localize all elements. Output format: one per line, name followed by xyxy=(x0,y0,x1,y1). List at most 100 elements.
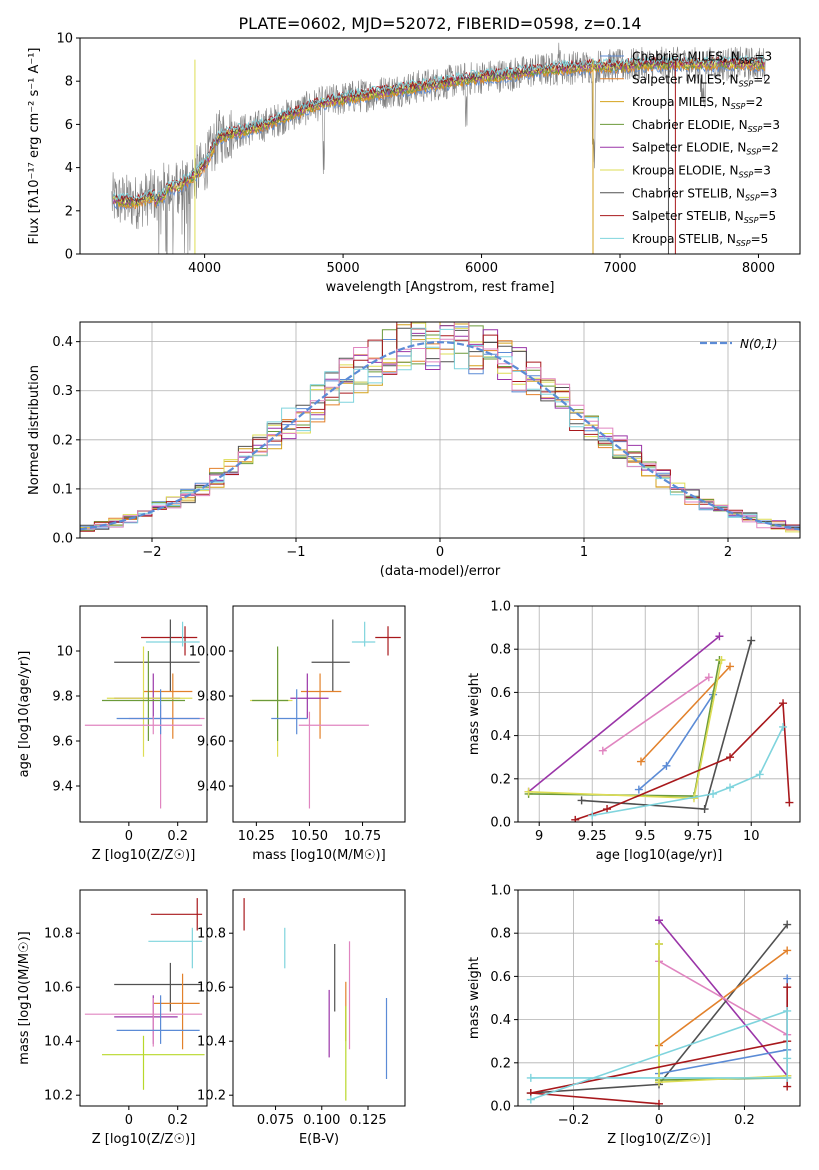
x-tick-label: 0 xyxy=(125,829,133,844)
y-tick-label: 10.4 xyxy=(44,1035,73,1050)
y-tick-label: 0.2 xyxy=(52,433,73,448)
weight-marker xyxy=(747,636,756,645)
legend-item: Kroupa STELIB, NSSP=5 xyxy=(600,232,768,248)
y-tick-label: 9.6 xyxy=(52,735,73,750)
weight-marker xyxy=(726,753,735,762)
weight-marker xyxy=(571,815,580,822)
weight-marker xyxy=(603,805,612,814)
x-tick-label: 10.75 xyxy=(344,829,381,844)
x-tick-label: 0.2 xyxy=(167,1113,188,1128)
y-tick-label: 0.8 xyxy=(490,643,511,658)
plot-area xyxy=(249,619,401,809)
x-tick-label: −1 xyxy=(286,545,305,560)
errorbar-point xyxy=(114,962,203,1012)
weight-marker xyxy=(779,699,788,708)
weight-marker xyxy=(783,983,792,992)
y-tick-label: 1.0 xyxy=(490,600,511,615)
x-tick-label: 0.100 xyxy=(303,1113,340,1128)
axes-frame xyxy=(79,605,208,823)
x-tick-label: 0.075 xyxy=(257,1113,294,1128)
y-tick-label: 9.60 xyxy=(197,735,226,750)
errorbar-point xyxy=(375,626,401,656)
errorbar-point xyxy=(106,646,193,757)
panel-mass_vs_ebv: 0.075 0.100 0.125 10.2 10.4 10.6 10.8 E(B-V) xyxy=(197,889,406,1147)
x-tick-label: 5000 xyxy=(327,261,360,276)
x-tick-label: 9.25 xyxy=(578,829,607,844)
panel-mass_weight_vs_Z: −0.2 0 0.2 0.0 0.2 0.4 0.6 0.8 1.0 Z [log10(Z/Z☉)… xyxy=(467,884,801,1147)
x-axis-label: age [log10(age/yr)] xyxy=(596,848,723,863)
weight-marker xyxy=(783,1073,792,1082)
weight-marker xyxy=(634,785,643,794)
weight-marker xyxy=(524,787,533,796)
x-tick-label: 10.50 xyxy=(291,829,328,844)
x-tick-label: 10 xyxy=(743,829,760,844)
y-tick-label: 4 xyxy=(65,161,73,176)
legend-item: Chabrier MILES, NSSP=3 xyxy=(600,50,772,66)
model-spectrum-line xyxy=(112,57,765,205)
y-tick-label: 0.4 xyxy=(490,1013,511,1028)
y-tick-label: 10.00 xyxy=(189,645,226,660)
weight-marker xyxy=(717,656,726,664)
axes-frame xyxy=(232,605,406,823)
weight-marker xyxy=(655,916,663,925)
plot-area xyxy=(84,619,205,809)
y-tick-label: 10.6 xyxy=(197,981,226,996)
y-tick-label: 9.40 xyxy=(197,780,226,795)
weight-marker xyxy=(783,1054,792,1063)
errorbar-point xyxy=(143,673,193,739)
weight-marker xyxy=(755,770,764,779)
axes-frame xyxy=(79,37,801,255)
x-tick-label: 0 xyxy=(436,545,444,560)
x-tick-label: 0 xyxy=(125,1113,133,1128)
y-tick-label: 0.6 xyxy=(490,686,511,701)
x-axis-label: E(B-V) xyxy=(299,1132,339,1147)
panel-age_vs_Z: 0 0.2 9.4 9.6 9.8 10 Z [log10(Z/Z☉)] age [log10… xyxy=(17,605,208,863)
plot-area xyxy=(526,916,792,1106)
y-axis-label: Normed distribution xyxy=(27,365,42,495)
y-tick-label: 0.3 xyxy=(52,384,73,399)
x-axis-label: mass [log10(M/M☉)] xyxy=(252,848,385,863)
y-tick-label: 10.2 xyxy=(44,1089,73,1104)
legend-label: Salpeter MILES, NSSP=2 xyxy=(632,72,771,88)
weight-marker xyxy=(709,789,718,798)
x-axis-label: Z [log10(Z/Z☉)] xyxy=(607,1132,711,1147)
plot-area xyxy=(243,898,388,1101)
plot-area xyxy=(111,42,766,254)
weight-marker xyxy=(655,1099,663,1106)
y-tick-label: 0 xyxy=(65,248,73,263)
weight-marker xyxy=(726,662,735,671)
errorbar-point xyxy=(145,621,200,647)
x-tick-label: 8000 xyxy=(742,261,775,276)
errorbar-point xyxy=(298,711,369,809)
errorbar-point xyxy=(249,648,293,757)
weight-marker xyxy=(783,974,792,983)
errorbar-point xyxy=(101,1035,205,1090)
x-tick-label: 0 xyxy=(655,1113,663,1128)
y-tick-label: 0.4 xyxy=(52,335,73,350)
panel-spectrum: 4000 5000 6000 7000 8000 0 2 4 6 8 10 wavelength [A… xyxy=(27,14,801,295)
x-tick-label: 9.75 xyxy=(684,829,713,844)
weight-marker xyxy=(662,761,671,770)
legend-label: Kroupa STELIB, NSSP=5 xyxy=(632,232,768,248)
legend-item: Salpeter ELODIE, NSSP=2 xyxy=(600,141,779,157)
plot-area xyxy=(524,632,794,822)
errorbar-point xyxy=(128,705,205,809)
y-tick-label: 10 xyxy=(56,32,73,47)
legend-label: Chabrier MILES, NSSP=3 xyxy=(632,50,772,66)
legend-label: Chabrier STELIB, NSSP=3 xyxy=(632,186,777,202)
y-tick-label: 0.2 xyxy=(490,1056,511,1071)
y-tick-label: 10.2 xyxy=(197,1089,226,1104)
residual-histogram xyxy=(80,327,800,530)
weight-marker xyxy=(526,1095,535,1104)
x-axis-label: Z [log10(Z/Z☉)] xyxy=(92,848,196,863)
weight-marker xyxy=(785,798,794,807)
y-axis-label: Flux [fλ10⁻¹⁷ erg cm⁻² s⁻¹ A⁻¹] xyxy=(27,48,42,245)
panel-mass_vs_Z: 0 0.2 10.2 10.4 10.6 10.8 Z [log10(Z/Z☉)] mass … xyxy=(17,889,208,1147)
y-axis-label: mass weight xyxy=(467,957,482,1039)
errorbar-point xyxy=(252,646,289,741)
weight-line xyxy=(528,659,723,800)
y-tick-label: 8 xyxy=(65,75,73,90)
y-tick-label: 9.8 xyxy=(52,690,73,705)
x-tick-label: 0.2 xyxy=(734,1113,755,1128)
y-tick-label: 9.80 xyxy=(197,690,226,705)
